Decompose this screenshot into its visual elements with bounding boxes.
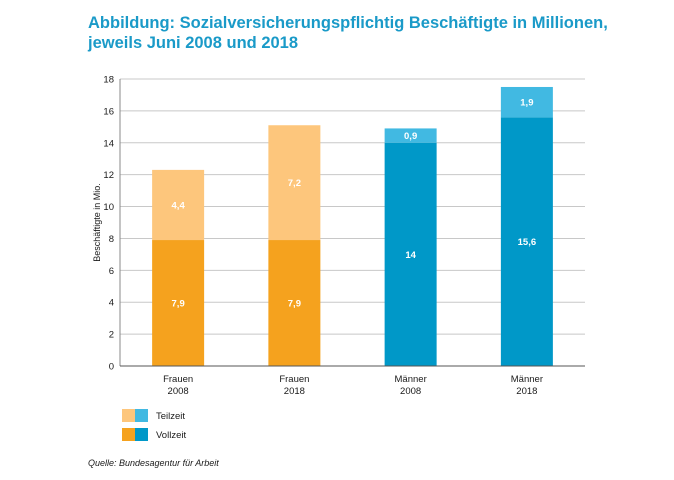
bar-vollzeit: [500, 117, 553, 367]
legend-swatch-vollzeit-maenner: [135, 428, 148, 441]
bar-teilzeit: [152, 169, 205, 241]
chart-title: Abbildung: Sozialversicherungspflichtig …: [88, 13, 648, 53]
y-tick-label: 2: [109, 330, 114, 341]
y-tick-label: 12: [103, 170, 114, 181]
y-tick-label: 10: [103, 202, 114, 213]
data-label-teilzeit: 0,9: [404, 131, 417, 142]
legend-swatch-vollzeit-frauen: [122, 428, 135, 441]
chart-title-line-2: jeweils Juni 2008 und 2018: [88, 34, 299, 52]
x-tick-label: 2018: [516, 386, 537, 397]
chart-title-line-1: Abbildung: Sozialversicherungspflichtig …: [88, 14, 608, 32]
x-tick-label: 2018: [284, 386, 305, 397]
x-tick-label: Frauen: [163, 374, 193, 385]
bar-teilzeit: [268, 125, 321, 241]
data-label-vollzeit: 15,6: [518, 237, 537, 248]
y-tick-label: 18: [103, 75, 114, 86]
bar-teilzeit: [384, 128, 437, 143]
bar-vollzeit: [384, 142, 437, 366]
y-tick-label: 4: [109, 298, 114, 309]
x-tick-label: 2008: [400, 386, 421, 397]
data-label-vollzeit: 7,9: [288, 299, 301, 310]
x-tick-label: Männer: [511, 374, 543, 385]
source-note: Quelle: Bundesagentur für Arbeit: [88, 458, 219, 468]
bar-vollzeit: [268, 240, 321, 366]
bar-teilzeit: [500, 86, 553, 118]
legend-swatch-teilzeit-maenner: [135, 409, 148, 422]
bar-vollzeit: [152, 240, 205, 366]
y-tick-label: 0: [109, 362, 114, 373]
y-tick-label: 8: [109, 234, 114, 245]
stacked-bar-chart: 0 2 4 6 8 10 12 14 16 18 Beschäftigte in Mio. 7,9 4,…: [92, 75, 585, 441]
x-tick-label: Frauen: [279, 374, 309, 385]
data-label-vollzeit: 14: [405, 250, 416, 261]
legend-label-teilzeit: Teilzeit: [156, 411, 185, 422]
y-tick-label: 16: [103, 106, 114, 117]
legend-label-vollzeit: Vollzeit: [156, 430, 186, 441]
x-tick-label: 2008: [168, 386, 189, 397]
x-tick-label: Männer: [395, 374, 427, 385]
data-label-teilzeit: 4,4: [172, 200, 186, 211]
y-tick-label: 6: [109, 266, 114, 277]
y-tick-label: 14: [103, 138, 114, 149]
legend-swatch-teilzeit-frauen: [122, 409, 135, 422]
data-label-teilzeit: 7,2: [288, 178, 301, 189]
data-label-teilzeit: 1,9: [520, 98, 533, 109]
data-label-vollzeit: 7,9: [172, 299, 185, 310]
y-axis-label: Beschäftigte in Mio.: [92, 183, 102, 262]
